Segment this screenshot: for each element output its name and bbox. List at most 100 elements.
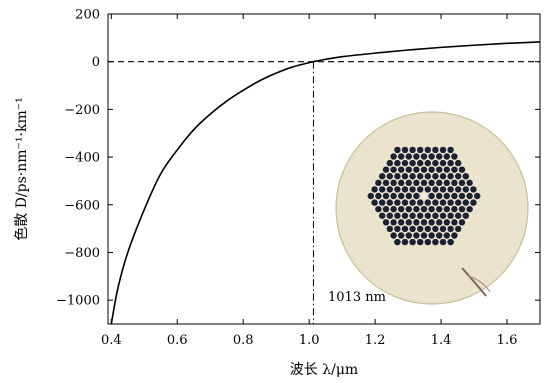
y-tick-label: 0 xyxy=(92,55,100,70)
air-hole xyxy=(436,179,443,187)
air-hole xyxy=(401,212,409,219)
air-hole xyxy=(413,232,420,239)
x-tick-label: 1.6 xyxy=(497,333,518,348)
plot-frame xyxy=(107,13,541,325)
air-hole xyxy=(443,179,450,187)
air-hole xyxy=(401,146,409,154)
air-hole xyxy=(417,186,424,193)
air-hole xyxy=(394,212,401,219)
air-hole xyxy=(458,166,466,173)
air-hole xyxy=(458,179,466,187)
air-hole xyxy=(436,232,443,239)
air-hole xyxy=(470,199,477,206)
air-hole xyxy=(394,159,401,167)
air-hole xyxy=(458,192,466,200)
air-hole xyxy=(432,225,439,233)
air-hole xyxy=(432,159,439,167)
air-hole xyxy=(386,212,393,219)
air-hole xyxy=(413,219,420,226)
air-hole xyxy=(405,192,412,200)
air-hole xyxy=(424,238,431,246)
air-hole xyxy=(443,219,450,226)
y-axis-title: 色散 D/ps·nm⁻¹·km⁻¹ xyxy=(13,97,30,241)
x-axis-title: 波长 λ/μm xyxy=(290,362,358,378)
air-hole xyxy=(409,212,416,219)
air-hole xyxy=(413,205,420,213)
air-hole xyxy=(424,212,431,219)
air-hole xyxy=(401,225,409,233)
air-hole xyxy=(447,146,454,154)
air-hole xyxy=(439,199,447,206)
air-hole xyxy=(439,212,447,219)
y-tick-label: −200 xyxy=(64,103,100,118)
air-hole xyxy=(443,192,450,200)
fiber-crack xyxy=(461,267,487,297)
air-hole xyxy=(458,219,466,226)
air-hole xyxy=(451,232,458,239)
air-hole xyxy=(417,173,424,180)
axis-ticks: 0.4 0.6 0.8 1.0 1.2 1.4 1.6 −1000 −800 −600 −400 −2… xyxy=(56,8,540,348)
y-tick-label: −1000 xyxy=(56,294,100,309)
air-hole xyxy=(462,212,469,219)
air-hole xyxy=(409,173,416,180)
air-hole xyxy=(432,146,439,154)
air-hole xyxy=(413,166,420,173)
x-tick-label: 0.8 xyxy=(233,333,254,348)
air-hole xyxy=(371,199,378,206)
air-hole xyxy=(382,166,390,173)
air-hole xyxy=(428,232,435,239)
air-hole xyxy=(439,146,447,154)
air-hole xyxy=(451,192,458,200)
air-hole xyxy=(420,166,428,173)
air-hole xyxy=(394,186,401,193)
air-hole xyxy=(379,186,386,193)
air-hole xyxy=(379,199,386,206)
air-hole xyxy=(428,153,435,160)
air-hole xyxy=(470,186,477,193)
air-hole xyxy=(436,219,443,226)
air-hole xyxy=(451,166,458,173)
air-hole xyxy=(420,219,428,226)
air-hole xyxy=(447,225,454,233)
air-hole xyxy=(447,212,454,219)
air-hole xyxy=(398,219,405,226)
air-hole xyxy=(451,153,458,160)
air-hole xyxy=(390,179,397,187)
air-hole xyxy=(409,159,416,167)
air-hole xyxy=(409,238,416,246)
air-hole xyxy=(379,173,386,180)
air-hole xyxy=(409,225,416,233)
air-hole xyxy=(432,173,439,180)
air-hole xyxy=(394,238,401,246)
air-hole xyxy=(390,192,397,200)
air-hole xyxy=(386,159,393,167)
air-hole xyxy=(405,219,412,226)
air-hole xyxy=(436,166,443,173)
air-hole xyxy=(409,199,416,206)
air-hole xyxy=(474,192,481,200)
air-hole xyxy=(409,186,416,193)
air-hole xyxy=(443,153,450,160)
air-hole xyxy=(405,179,412,187)
air-hole xyxy=(466,192,473,200)
air-hole xyxy=(420,205,428,213)
air-hole xyxy=(394,173,401,180)
air-hole xyxy=(401,186,409,193)
curve-layer xyxy=(110,41,541,325)
air-hole xyxy=(401,159,409,167)
air-hole xyxy=(371,186,378,193)
air-hole xyxy=(420,232,428,239)
air-hole xyxy=(451,179,458,187)
inset-photo xyxy=(335,111,529,305)
air-hole xyxy=(436,192,443,200)
fiber-core-lattice xyxy=(367,146,481,246)
air-hole xyxy=(439,186,447,193)
y-tick-label: 200 xyxy=(75,8,100,23)
air-hole xyxy=(455,173,462,180)
air-hole xyxy=(451,219,458,226)
air-hole xyxy=(462,186,469,193)
air-hole xyxy=(386,186,393,193)
air-hole xyxy=(424,186,431,193)
air-hole xyxy=(394,225,401,233)
air-hole xyxy=(428,179,435,187)
